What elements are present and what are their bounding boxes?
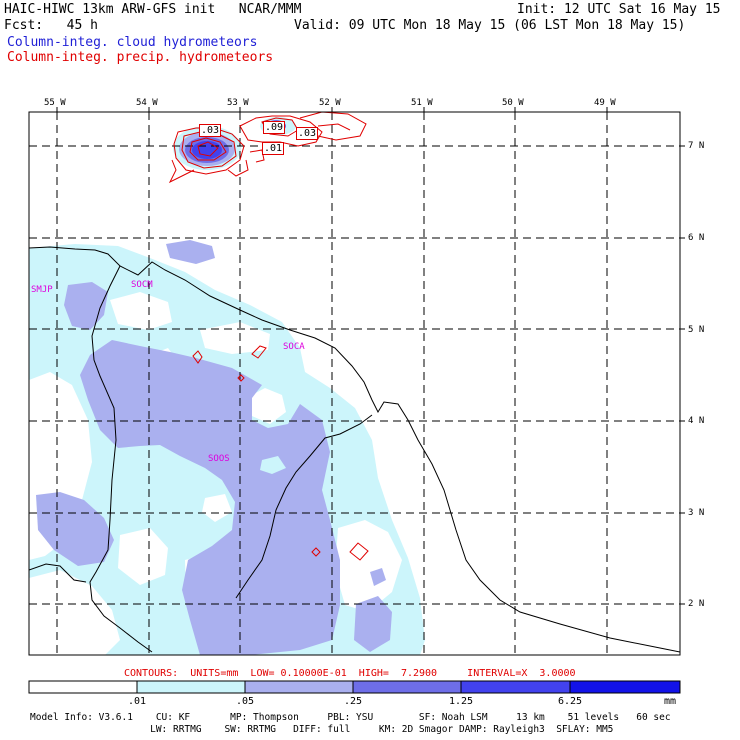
contour — [197, 141, 219, 157]
lon-label: 50 W — [502, 98, 524, 108]
lon-label: 54 W — [136, 98, 158, 108]
contour — [251, 345, 267, 359]
contour — [227, 159, 249, 177]
contour — [189, 137, 227, 161]
colorbar-bin — [353, 681, 461, 693]
lat-label: 5 N — [688, 325, 705, 335]
shade-hole — [29, 570, 120, 655]
colorbar-tick: .01 — [128, 696, 147, 707]
init-time: Init: 12 UTC Sat 16 May 15 — [517, 2, 721, 17]
contour — [249, 149, 265, 163]
border — [235, 414, 373, 599]
shade-hole — [200, 322, 270, 354]
shade-hole — [110, 292, 172, 330]
station-label: SOCM — [131, 280, 153, 290]
contour — [311, 547, 321, 557]
contour — [349, 542, 369, 561]
lon-label: 52 W — [319, 98, 341, 108]
colorbar-tick: 1.25 — [449, 696, 474, 707]
station-label: SOOS — [208, 454, 230, 464]
contour-label: .03 — [296, 127, 319, 140]
border — [89, 265, 153, 653]
colorbar-tick: .25 — [344, 696, 363, 707]
lat-label: 7 N — [688, 141, 705, 151]
colorbar-bin — [461, 681, 570, 693]
lon-label: 49 W — [594, 98, 616, 108]
colorbar-bin — [245, 681, 353, 693]
frame-ticks — [56, 107, 685, 605]
lat-label: 2 N — [688, 599, 705, 609]
contour — [317, 123, 351, 131]
lat-label: 4 N — [688, 416, 705, 426]
contour-label: .01 — [262, 142, 285, 155]
shade-cloud-medium — [354, 596, 392, 652]
plot-title: HAIC-HIWC 13km ARW-GFS init NCAR/MMM — [4, 2, 302, 17]
lon-label: 55 W — [44, 98, 66, 108]
contour-label: .03 — [199, 124, 222, 137]
colorbar-bin — [570, 681, 680, 693]
shade-cloud-medium — [166, 240, 215, 264]
coastline-layer — [29, 246, 680, 653]
colorbar-frame — [28, 680, 681, 694]
contour — [192, 350, 203, 364]
contour — [237, 374, 245, 382]
field-precip-label: Column-integ. precip. hydrometeors — [7, 50, 274, 65]
lat-label: 6 N — [688, 233, 705, 243]
coastline — [29, 246, 680, 653]
shade-hole — [118, 528, 168, 585]
field-cloud-label: Column-integ. cloud hydrometeors — [7, 35, 258, 50]
shade-cloud-medium — [80, 340, 340, 655]
shade-hole — [202, 494, 232, 522]
contour-info: CONTOURS: UNITS=mm LOW= 0.10000E-01 HIGH… — [124, 668, 576, 679]
contour — [168, 159, 195, 184]
lon-label: 53 W — [227, 98, 249, 108]
shade-hole — [335, 520, 402, 612]
station-label: SMJP — [31, 285, 53, 295]
model-info-line1: Model Info: V3.6.1 CU: KF MP: Thompson P… — [30, 712, 671, 723]
colorbar-tick: .05 — [236, 696, 255, 707]
colorbar-bin — [137, 681, 245, 693]
border — [29, 563, 87, 583]
shade-hole — [260, 456, 286, 474]
contour-label: .09 — [263, 121, 286, 134]
valid-time: Valid: 09 UTC Mon 18 May 15 (06 LST Mon … — [294, 18, 686, 33]
lat-label: 3 N — [688, 508, 705, 518]
model-info-line2: LW: RRTMG SW: RRTMG DIFF: full KM: 2D Sm… — [30, 724, 614, 735]
contour — [239, 115, 323, 147]
map-frame — [28, 111, 681, 656]
shade-cloud-heavy — [192, 141, 222, 159]
lat-lon-grid — [29, 112, 680, 655]
colorbar-bin — [29, 681, 137, 693]
colorbar-unit: mm — [664, 696, 677, 707]
colorbar-tick: 6.25 — [558, 696, 583, 707]
shade-cloud-medium — [370, 568, 386, 586]
lon-label: 51 W — [411, 98, 433, 108]
forecast-hour: Fcst: 45 h — [4, 18, 98, 33]
station-label: SOCA — [283, 342, 305, 352]
shading-layer — [29, 117, 425, 655]
shade-cloud-medium — [36, 492, 114, 566]
shade-hole — [250, 388, 286, 424]
colorbar — [28, 680, 681, 694]
